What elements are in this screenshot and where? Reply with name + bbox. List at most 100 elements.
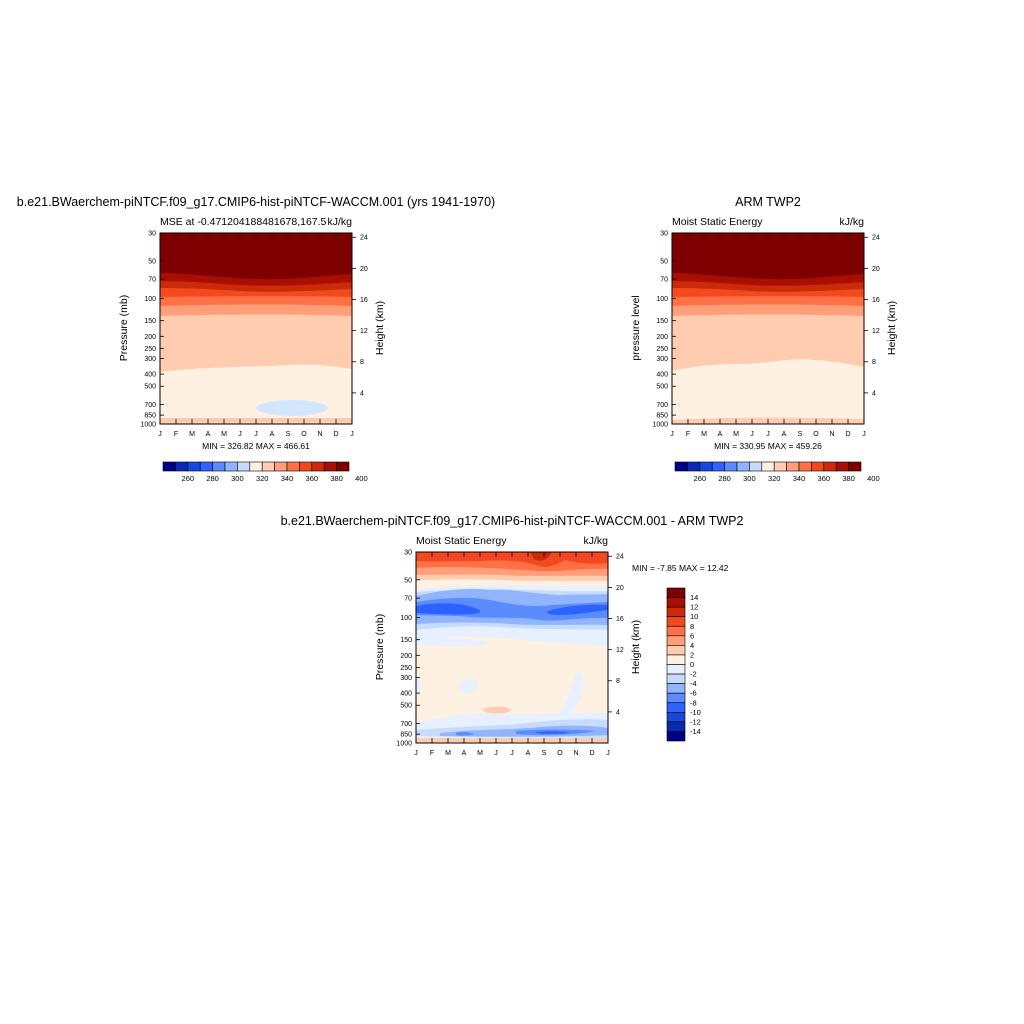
x-tick-label: J bbox=[766, 431, 770, 438]
y-tick-label: 1000 bbox=[396, 741, 412, 748]
colorbar-label: 280 bbox=[206, 474, 219, 483]
y-tick-label: 150 bbox=[144, 318, 156, 325]
x-tick-label: J bbox=[238, 431, 242, 438]
colorbar-swatch bbox=[175, 461, 189, 472]
y-tick-label: 1000 bbox=[652, 422, 668, 429]
y2-tick-label: 8 bbox=[872, 359, 876, 366]
colorbar-swatch bbox=[666, 606, 686, 617]
contour-fill bbox=[672, 233, 864, 424]
y-tick-label: 300 bbox=[144, 356, 156, 363]
colorbar: 260 280 300 320 340 360 380 400 bbox=[162, 461, 368, 483]
colorbar-swatch bbox=[274, 461, 288, 472]
y-tick-label: 150 bbox=[656, 318, 668, 325]
x-tick-label: S bbox=[542, 750, 547, 757]
y-tick-label: 100 bbox=[656, 296, 668, 303]
band-neg-6-8c bbox=[456, 731, 474, 736]
x-tick-label: N bbox=[573, 750, 578, 757]
colorbar-swatch bbox=[699, 461, 713, 472]
y-tick-label: 70 bbox=[660, 277, 668, 284]
colorbar-label: -10 bbox=[690, 708, 701, 717]
y2-tick-label: 20 bbox=[616, 585, 624, 592]
colorbar-label: -6 bbox=[690, 689, 697, 698]
x-tick-label: A bbox=[782, 431, 787, 438]
x-tick-label: J bbox=[158, 431, 162, 438]
y-tick-label: 300 bbox=[656, 356, 668, 363]
colorbar-swatch bbox=[749, 461, 763, 472]
y-tick-label: 200 bbox=[400, 653, 412, 660]
y-tick-label: 1000 bbox=[140, 422, 156, 429]
colorbar-label: 320 bbox=[256, 474, 269, 483]
colorbar-swatch bbox=[666, 721, 686, 732]
x-tick-label: M bbox=[189, 431, 195, 438]
colorbar-swatch bbox=[187, 461, 201, 472]
y2-tick-label: 12 bbox=[616, 647, 624, 654]
y2-tick-label: 20 bbox=[360, 266, 368, 273]
panel-units: kJ/kg bbox=[327, 216, 352, 228]
panel-left-string: Moist Static Energy bbox=[416, 535, 507, 547]
y2-tick-label: 24 bbox=[872, 235, 880, 242]
band-10-12 bbox=[530, 552, 552, 561]
colorbar-label: 400 bbox=[867, 474, 880, 483]
y2-tick-label: 24 bbox=[360, 235, 368, 242]
colorbar-swatch bbox=[666, 635, 686, 646]
colorbar-swatch bbox=[237, 461, 251, 472]
y-tick-label: 250 bbox=[144, 346, 156, 353]
x-tick-label: O bbox=[557, 750, 563, 757]
colorbar-label: 4 bbox=[690, 641, 694, 650]
x-tick-label: J bbox=[414, 750, 418, 757]
colorbar-swatch bbox=[666, 597, 686, 608]
minmax-label: MIN = 330.95 MAX = 459.26 bbox=[714, 441, 822, 451]
x-tick-label: N bbox=[829, 431, 834, 438]
colorbar-swatch bbox=[666, 664, 686, 675]
band-0-2 bbox=[416, 552, 608, 743]
y2-tick-label: 4 bbox=[872, 390, 876, 397]
contour-fill bbox=[160, 233, 352, 424]
colorbar-swatch bbox=[162, 461, 176, 472]
x-tick-label: M bbox=[477, 750, 483, 757]
y2-tick-label: 12 bbox=[872, 328, 880, 335]
colorbar-swatch bbox=[761, 461, 775, 472]
x-tick-label: F bbox=[174, 431, 178, 438]
x-tick-label: D bbox=[589, 750, 594, 757]
axes: 30 50 70 100 150 200 250 300 400 500 700 850 1000 24 2… bbox=[652, 231, 879, 439]
colorbar-label: 400 bbox=[355, 474, 368, 483]
y2-tick-label: 16 bbox=[616, 616, 624, 623]
colorbar-label: -2 bbox=[690, 670, 697, 679]
panel-left-string: MSE at -0.471204188481678,167.5 bbox=[160, 216, 327, 228]
colorbar-swatch bbox=[666, 702, 686, 713]
x-tick-label: M bbox=[733, 431, 739, 438]
colorbar-label: -14 bbox=[690, 727, 701, 736]
y-tick-label: 400 bbox=[400, 691, 412, 698]
y2-tick-label: 4 bbox=[360, 390, 364, 397]
colorbar-label: 260 bbox=[694, 474, 707, 483]
x-tick-label: J bbox=[254, 431, 258, 438]
y-tick-label: 250 bbox=[400, 665, 412, 672]
colorbar-label: -4 bbox=[690, 679, 697, 688]
colorbar-swatch bbox=[666, 645, 686, 656]
colorbar-label: 8 bbox=[690, 622, 694, 631]
y-tick-label: 250 bbox=[656, 346, 668, 353]
x-tick-label: J bbox=[494, 750, 498, 757]
y-tick-label: 70 bbox=[404, 596, 412, 603]
colorbar-swatch bbox=[212, 461, 226, 472]
y2-tick-label: 20 bbox=[872, 266, 880, 273]
x-tick-label: J bbox=[350, 431, 354, 438]
colorbar-label: 360 bbox=[306, 474, 319, 483]
x-tick-label: D bbox=[845, 431, 850, 438]
colorbar-swatch bbox=[666, 683, 686, 694]
colorbar-swatch bbox=[823, 461, 837, 472]
x-tick-label: A bbox=[718, 431, 723, 438]
colorbar-label: 280 bbox=[718, 474, 731, 483]
band-430 bbox=[160, 233, 352, 280]
colorbar-label: 360 bbox=[818, 474, 831, 483]
y2-axis-label: Height (km) bbox=[630, 620, 642, 674]
colorbar-label: 320 bbox=[768, 474, 781, 483]
colorbar-swatch bbox=[848, 461, 862, 472]
y-tick-label: 50 bbox=[660, 258, 668, 265]
y2-tick-label: 4 bbox=[616, 709, 620, 716]
colorbar-label: 380 bbox=[842, 474, 855, 483]
colorbar-swatch bbox=[811, 461, 825, 472]
y-tick-label: 500 bbox=[400, 703, 412, 710]
